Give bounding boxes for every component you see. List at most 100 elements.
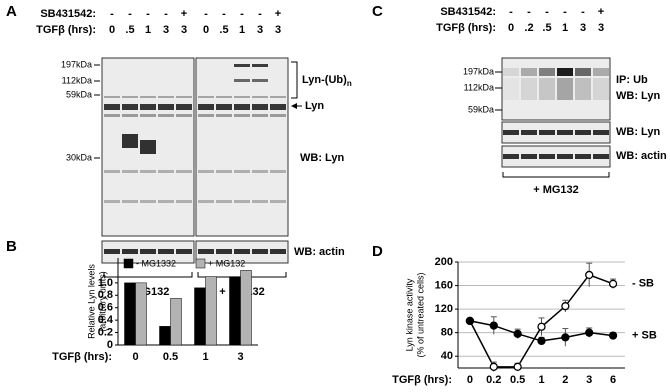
band	[503, 154, 519, 159]
band	[122, 200, 138, 203]
x-tick-label: 2	[562, 374, 568, 386]
bracket	[291, 61, 298, 99]
point	[537, 336, 546, 346]
y-tick-label: 0.8	[98, 289, 113, 301]
band	[252, 104, 268, 110]
sb-mark: -	[164, 8, 168, 20]
annotation: WB: actin	[294, 246, 345, 258]
band	[198, 104, 214, 110]
annotation: IP: Ub	[616, 74, 648, 86]
band	[252, 249, 268, 254]
band	[158, 170, 174, 173]
band	[140, 96, 156, 98]
point	[561, 333, 570, 342]
sb-mark: -	[581, 6, 585, 18]
band	[198, 200, 214, 203]
legend-label: + MG132	[208, 258, 245, 268]
point	[608, 279, 618, 288]
blot	[195, 57, 289, 237]
band	[252, 114, 268, 117]
band	[270, 200, 286, 203]
x-tick-label: 6	[610, 374, 616, 386]
point	[537, 322, 546, 331]
tgf-lane: 3	[580, 22, 586, 34]
band	[104, 96, 120, 98]
band	[216, 114, 232, 117]
band	[270, 170, 286, 173]
band	[140, 140, 156, 154]
band	[176, 200, 192, 203]
marker-label: 197kDa	[463, 66, 494, 76]
y-axis-label: Relative Lyn levels	[86, 264, 96, 339]
band	[557, 68, 573, 76]
legend-swatch	[123, 258, 134, 269]
band	[198, 249, 214, 254]
panel-label: C	[372, 3, 383, 20]
band	[234, 170, 250, 173]
band	[104, 170, 120, 173]
sb-label: SB431542:	[40, 8, 96, 20]
band	[158, 249, 174, 254]
annotation: WB: Lyn	[300, 152, 344, 164]
band	[122, 114, 138, 117]
sb-mark: +	[598, 6, 604, 18]
marker-label: 112kDa	[464, 82, 494, 92]
tgf-lane: 3	[598, 22, 604, 34]
annotation: Lyn-(Ub)n	[302, 74, 352, 88]
sb-mark: -	[258, 8, 262, 20]
band	[252, 200, 268, 203]
y-tick-label: 200	[435, 256, 453, 268]
band	[252, 96, 268, 98]
tgf-lane: 0	[109, 24, 115, 36]
x-tick-label: 3	[586, 374, 592, 386]
sb-mark: +	[275, 8, 281, 20]
marker-label: 59kDa	[468, 104, 494, 114]
bar	[124, 282, 136, 346]
band	[198, 114, 214, 117]
band	[216, 170, 232, 173]
band	[270, 104, 286, 110]
band	[234, 200, 250, 203]
bracket	[103, 272, 193, 278]
band	[575, 154, 591, 159]
annotation: WB: Lyn	[616, 90, 660, 102]
y-axis-label: (arbitrary units)	[97, 271, 107, 332]
y-tick-label: 160	[435, 279, 453, 291]
tgf-lane: 1	[562, 22, 568, 34]
tgf-lane: 3	[257, 24, 263, 36]
band	[521, 130, 537, 135]
bar	[170, 298, 182, 346]
band	[252, 79, 268, 82]
band	[104, 104, 120, 110]
y-tick-label: 0.2	[98, 326, 113, 338]
marker-label: 59kDa	[66, 89, 92, 99]
band	[593, 154, 609, 159]
y-tick-label: 120	[435, 303, 453, 315]
band	[176, 104, 192, 110]
band	[104, 249, 120, 254]
condition-label: + MG132	[533, 184, 579, 196]
sb-mark: -	[240, 8, 244, 20]
x-axis-label: TGFβ (hrs):	[52, 351, 112, 363]
tgf-lane: 1	[145, 24, 151, 36]
band	[557, 78, 573, 100]
point	[561, 302, 570, 311]
band	[252, 64, 268, 67]
panel-label: B	[6, 238, 17, 255]
y-tick-label: 80	[441, 327, 453, 339]
tgf-label: TGFβ (hrs):	[36, 24, 96, 36]
band	[176, 96, 192, 98]
sb-mark: -	[110, 8, 114, 20]
band	[234, 79, 250, 82]
tgf-lane: 0	[508, 22, 514, 34]
band	[521, 154, 537, 159]
band	[122, 249, 138, 254]
x-tick-label: 1	[538, 374, 544, 386]
legend-label: - MG1332	[136, 258, 176, 268]
band	[503, 68, 519, 76]
x-tick-label: 0	[467, 374, 473, 386]
marker-label: 112kDa	[62, 75, 92, 85]
marker-label: 197kDa	[61, 59, 92, 69]
band	[270, 114, 286, 117]
